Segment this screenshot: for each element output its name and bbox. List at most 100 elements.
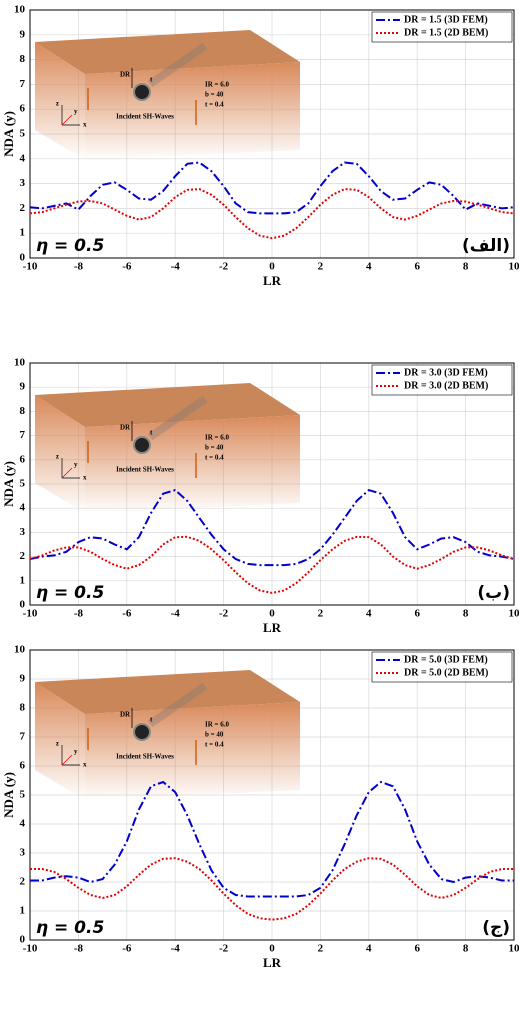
inset-label: x — [83, 474, 87, 482]
x-tick-label: 6 — [414, 261, 420, 273]
inset-label: z — [56, 100, 59, 108]
x-axis-label: LR — [263, 273, 282, 288]
y-tick-label: 8 — [20, 702, 26, 714]
inset-label: IR = 6.0 — [205, 721, 230, 729]
inset-label: DR — [120, 424, 131, 432]
y-tick-label: 3 — [20, 526, 26, 538]
legend-label: DR = 5.0 (2D BEM) — [404, 667, 488, 678]
x-tick-label: -6 — [122, 608, 132, 620]
x-tick-label: -10 — [23, 608, 38, 620]
y-tick-label: 1 — [20, 227, 26, 239]
x-tick-label: 8 — [463, 943, 469, 955]
inset-label: t = 0.4 — [205, 101, 224, 109]
y-axis-label: NDA (y) — [1, 461, 16, 507]
inset-label: t = 0.4 — [205, 454, 224, 462]
inset-label: b = 40 — [205, 731, 224, 739]
x-axis-label: LR — [263, 620, 282, 635]
x-tick-label: 4 — [366, 261, 372, 273]
eta-annotation: η = 0.5 — [36, 918, 104, 938]
x-tick-label: -4 — [171, 608, 181, 620]
y-tick-label: 3 — [20, 847, 26, 859]
y-tick-label: 5 — [20, 789, 26, 801]
y-tick-label: 6 — [20, 760, 26, 772]
y-tick-label: 5 — [20, 478, 26, 490]
legend-label: DR = 1.5 (2D BEM) — [404, 27, 488, 38]
inset-label: y — [74, 461, 78, 469]
y-tick-label: 10 — [14, 4, 26, 16]
inset-tunnel — [134, 437, 150, 453]
x-tick-label: -4 — [171, 261, 181, 273]
x-tick-label: -10 — [23, 261, 38, 273]
x-tick-label: 2 — [318, 261, 324, 273]
inset-label: IR = 6.0 — [205, 434, 230, 442]
x-tick-label: 8 — [463, 261, 469, 273]
inset-label: IR = 6.0 — [205, 81, 230, 89]
y-tick-label: 7 — [20, 429, 26, 441]
inset-label: x — [83, 761, 87, 769]
y-tick-label: 9 — [20, 673, 26, 685]
x-tick-label: -2 — [219, 943, 229, 955]
x-tick-label: 0 — [269, 261, 275, 273]
x-tick-label: 10 — [509, 261, 519, 273]
inset-label: b = 40 — [205, 91, 224, 99]
inset-label: y — [74, 748, 78, 756]
legend-label: DR = 1.5 (3D FEM) — [404, 14, 488, 25]
eta-annotation: η = 0.5 — [36, 583, 104, 603]
inset-label: t = 0.4 — [205, 741, 224, 749]
inset-tunnel — [134, 724, 150, 740]
x-tick-label: -4 — [171, 943, 181, 955]
panel-label: (ج) — [482, 918, 510, 938]
y-tick-label: 5 — [20, 128, 26, 140]
y-axis-label: NDA (y) — [1, 772, 16, 818]
y-axis-label: NDA (y) — [1, 111, 16, 157]
y-tick-label: 6 — [20, 103, 26, 115]
eta-annotation: η = 0.5 — [36, 236, 104, 256]
inset-label: Incident SH-Waves — [116, 753, 174, 761]
x-tick-label: 4 — [366, 608, 372, 620]
x-tick-label: -10 — [23, 943, 38, 955]
inset-label: z — [56, 740, 59, 748]
y-tick-label: 8 — [20, 405, 26, 417]
inset-label: DR — [120, 711, 131, 719]
x-axis-label: LR — [263, 955, 282, 970]
panel-label: (ب) — [477, 583, 510, 603]
x-tick-label: -2 — [219, 261, 229, 273]
x-tick-label: -8 — [74, 943, 84, 955]
inset-side — [85, 702, 300, 800]
x-tick-label: 4 — [366, 943, 372, 955]
x-tick-label: -6 — [122, 261, 132, 273]
panel-label: (الف) — [462, 236, 510, 256]
y-tick-label: 10 — [14, 357, 26, 369]
x-tick-label: 0 — [269, 608, 275, 620]
y-tick-label: 3 — [20, 177, 26, 189]
y-tick-label: 2 — [20, 876, 26, 888]
inset-label: Incident SH-Waves — [116, 466, 174, 474]
inset-label: y — [74, 108, 78, 116]
x-tick-label: -6 — [122, 943, 132, 955]
y-tick-label: 1 — [20, 574, 26, 586]
x-tick-label: 6 — [414, 943, 420, 955]
x-tick-label: -8 — [74, 261, 84, 273]
y-tick-label: 9 — [20, 381, 26, 393]
x-tick-label: 2 — [318, 608, 324, 620]
inset-label: Incident SH-Waves — [116, 113, 174, 121]
y-tick-label: 7 — [20, 731, 26, 743]
y-tick-label: 2 — [20, 550, 26, 562]
inset-label: z — [56, 453, 59, 461]
inset-side — [85, 415, 300, 513]
y-tick-label: 2 — [20, 202, 26, 214]
x-tick-label: 10 — [509, 943, 519, 955]
legend-label: DR = 3.0 (3D FEM) — [404, 367, 488, 378]
y-tick-label: 7 — [20, 78, 26, 90]
x-tick-label: -8 — [74, 608, 84, 620]
legend-label: DR = 3.0 (2D BEM) — [404, 380, 488, 391]
inset-label: x — [83, 121, 87, 129]
figure: 0 1 2 3 4 5 6 7 8 9 10 -10 -8 -6 -4 -2 0 2 4 6 8 10 LR NDA (y) D… — [0, 0, 519, 1012]
legend-label: DR = 5.0 (3D FEM) — [404, 654, 488, 665]
y-tick-label: 8 — [20, 53, 26, 65]
y-tick-label: 6 — [20, 453, 26, 465]
x-tick-label: 8 — [463, 608, 469, 620]
inset-label: DR — [120, 71, 131, 79]
